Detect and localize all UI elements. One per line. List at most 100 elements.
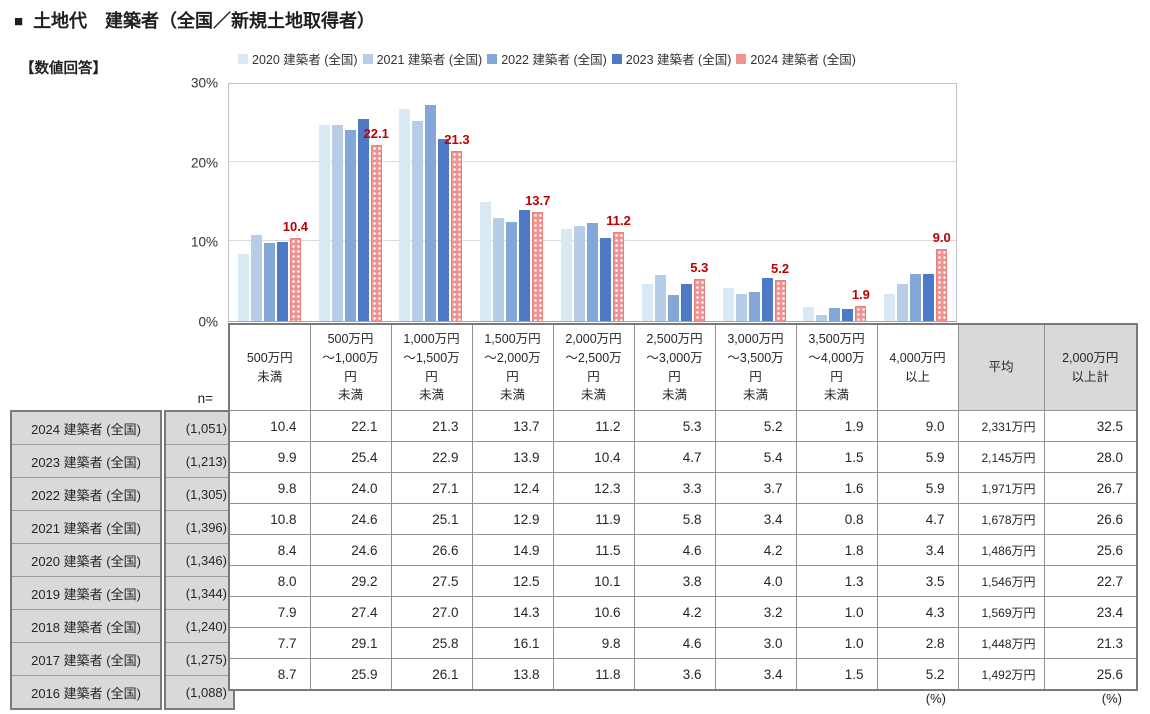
table-row: (1,346) — [164, 543, 235, 577]
table-row: (1,213) — [164, 444, 235, 478]
value-cell: 4.2 — [714, 534, 797, 566]
table-row: 2017 建築者 (全国) — [10, 642, 162, 676]
legend-item-label: 2022 建築者 (全国) — [501, 53, 607, 67]
column-header: 2,000万円 以上計 — [1043, 323, 1138, 411]
row-label: 2019 建築者 (全国) — [10, 576, 162, 610]
bar-2021 — [574, 226, 586, 321]
bar-2022 — [344, 129, 356, 321]
bar-2024 — [855, 305, 867, 321]
table-row: (1,344) — [164, 576, 235, 610]
value-cell: 13.7 — [471, 410, 554, 442]
value-cell: 27.5 — [390, 565, 473, 597]
legend-item: 2022 建築者 (全国) — [487, 49, 607, 68]
unit-percent-right: (%) — [1101, 691, 1122, 706]
total-over-2000-cell: 23.4 — [1043, 596, 1138, 628]
value-cell: 26.6 — [390, 534, 473, 566]
value-cell: 5.8 — [633, 503, 716, 535]
bar-2024 — [774, 279, 786, 321]
data-label-2024: 13.7 — [525, 192, 551, 208]
average-cell: 1,569万円 — [957, 596, 1045, 628]
legend-item: 2020 建築者 (全国) — [238, 49, 358, 68]
data-label-2024: 21.3 — [444, 132, 470, 148]
value-cell: 10.6 — [552, 596, 635, 628]
row-n-value: (1,305) — [164, 477, 235, 511]
table-row: 9.9 25.4 22.9 13.9 10.4 4.7 5.4 1.5 5.9 2,145万円 28… — [228, 441, 1138, 473]
value-cell: 8.7 — [228, 658, 311, 691]
value-cell: 24.6 — [309, 503, 392, 535]
column-header: 1,000万円 ～1,500万 円 未満 — [390, 323, 473, 411]
bar-2022 — [263, 242, 275, 321]
value-cell: 25.8 — [390, 627, 473, 659]
value-cell: 29.1 — [309, 627, 392, 659]
value-cell: 1.6 — [795, 472, 878, 504]
table-row: 2022 建築者 (全国) — [10, 477, 162, 511]
value-cell: 4.2 — [633, 596, 716, 628]
value-cell: 25.4 — [309, 441, 392, 473]
bar-2022 — [587, 223, 599, 321]
bar-2022 — [829, 308, 841, 321]
total-over-2000-cell: 25.6 — [1043, 534, 1138, 566]
column-header: 500万円 未満 — [228, 323, 311, 411]
legend-swatch-icon — [238, 53, 248, 64]
value-cell: 1.9 — [795, 410, 878, 442]
bar-2020 — [722, 287, 734, 321]
value-cell: 3.7 — [714, 472, 797, 504]
row-label: 2024 建築者 (全国) — [10, 410, 162, 445]
table-header-row: 500万円 未満 500万円 ～1,000万 円 未満 1,000万円 ～1,500… — [228, 323, 1138, 411]
bar-2023 — [842, 309, 854, 321]
bar-2020 — [480, 202, 492, 321]
answer-type-label: 【数値回答】 — [20, 61, 107, 77]
value-cell: 26.1 — [390, 658, 473, 691]
bar-2021 — [897, 283, 909, 321]
bar-group: 22.1 — [310, 84, 391, 321]
y-axis-tick: 20% — [190, 155, 218, 171]
value-cell: 3.4 — [876, 534, 959, 566]
value-cell: 4.7 — [876, 503, 959, 535]
bar-2021 — [654, 274, 666, 321]
y-axis-tick: 10% — [190, 234, 218, 250]
title-bullet-icon: ■ — [14, 13, 24, 30]
total-over-2000-cell: 26.7 — [1043, 472, 1138, 504]
value-cell: 11.8 — [552, 658, 635, 691]
data-label-2024: 10.4 — [282, 219, 309, 235]
value-cell: 3.5 — [876, 565, 959, 597]
bar-2020 — [399, 109, 411, 321]
bar-group: 9.0 — [875, 84, 956, 321]
bar-2024 — [532, 211, 544, 321]
value-cell: 11.5 — [552, 534, 635, 566]
bar-2021 — [331, 125, 343, 321]
legend-swatch-icon — [487, 53, 498, 64]
y-axis: 30% 20% 10% 0% — [160, 76, 218, 330]
value-cell: 27.1 — [390, 472, 473, 504]
data-label-2024: 5.3 — [690, 259, 709, 275]
bar-2022 — [910, 274, 922, 321]
average-cell: 1,971万円 — [957, 472, 1045, 504]
n-equals-label: n= — [197, 391, 213, 406]
value-cell: 24.6 — [309, 534, 392, 566]
value-cell: 25.9 — [309, 658, 392, 691]
value-cell: 7.7 — [228, 627, 311, 659]
bar-2021 — [250, 234, 262, 321]
value-cell: 11.9 — [552, 503, 635, 535]
row-n-value: (1,346) — [164, 543, 235, 577]
table-row: 2021 建築者 (全国) — [10, 510, 162, 544]
bar-2021 — [735, 293, 747, 321]
y-axis-tick: 0% — [198, 314, 218, 330]
value-cell: 3.0 — [714, 627, 797, 659]
value-cell: 12.5 — [471, 565, 554, 597]
column-header: 平均 — [957, 323, 1045, 411]
value-cell: 1.0 — [795, 627, 878, 659]
legend-item-label: 2020 建築者 (全国) — [252, 53, 358, 67]
row-n-value: (1,213) — [164, 444, 235, 478]
column-header: 1,500万円 ～2,000万 円 未満 — [471, 323, 554, 411]
bar-2022 — [425, 105, 437, 321]
row-n-value: (1,344) — [164, 576, 235, 610]
value-cell: 14.9 — [471, 534, 554, 566]
value-cell: 8.0 — [228, 565, 311, 597]
bar-2023 — [276, 242, 288, 321]
value-cell: 9.8 — [552, 627, 635, 659]
value-cell: 27.0 — [390, 596, 473, 628]
bar-2021 — [816, 314, 828, 321]
value-cell: 14.3 — [471, 596, 554, 628]
value-cell: 0.8 — [795, 503, 878, 535]
